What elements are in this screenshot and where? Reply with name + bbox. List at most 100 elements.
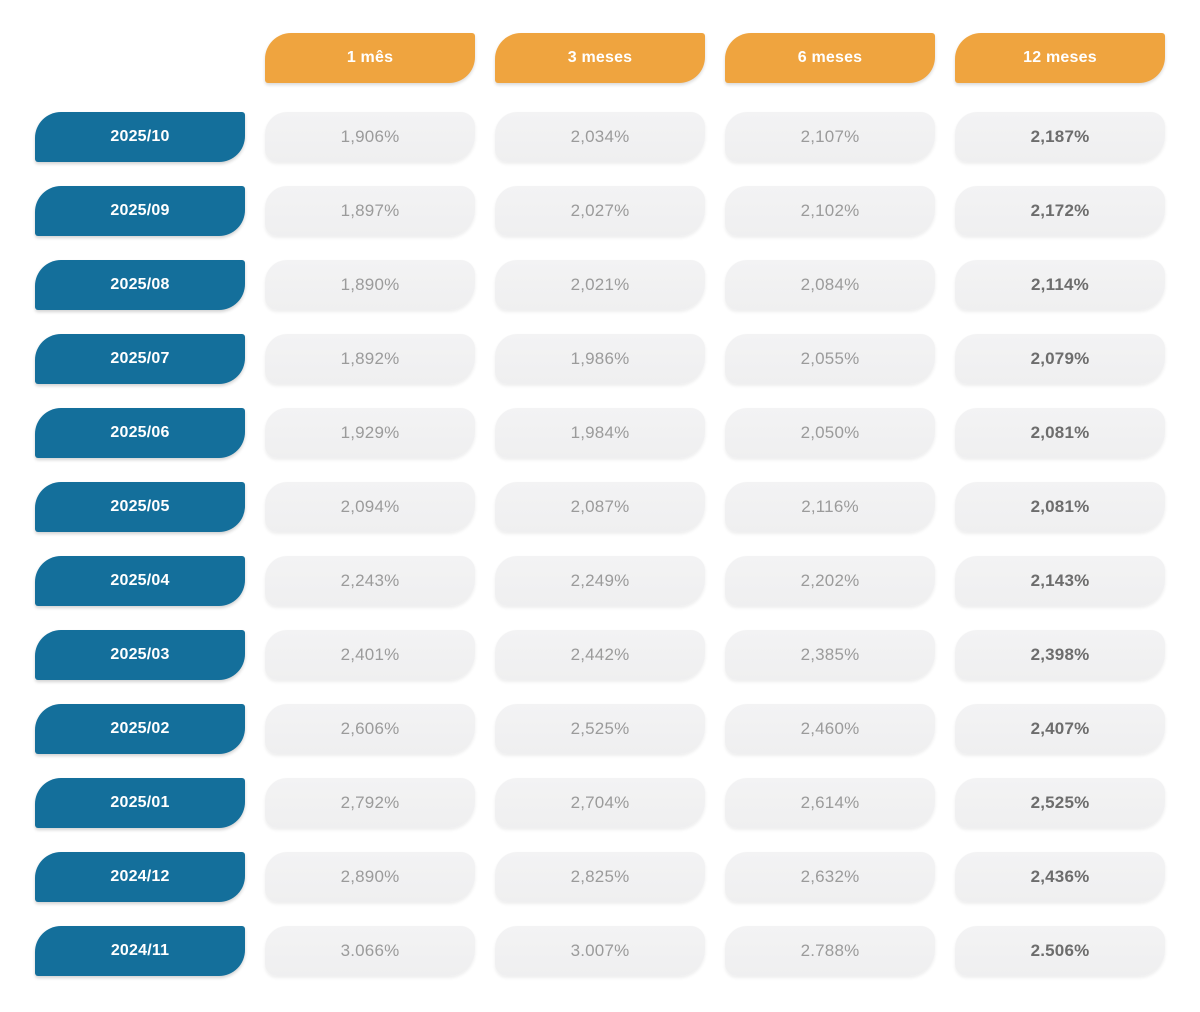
value-cell: 2,107% — [725, 112, 935, 162]
column-header-pill: 6 meses — [725, 33, 935, 83]
value-label: 2,398% — [1030, 645, 1090, 664]
value-label: 2,027% — [570, 201, 630, 220]
value-label: 2,460% — [800, 719, 860, 738]
value-cell: 2,021% — [495, 260, 705, 310]
value-cell: 2,172% — [955, 186, 1165, 236]
value-label: 2,021% — [570, 275, 630, 294]
value-label: 1,890% — [340, 275, 400, 294]
period-pill: 2025/01 — [35, 778, 245, 828]
period-pill: 2025/03 — [35, 630, 245, 680]
value-label: 2,385% — [800, 645, 860, 664]
value-label: 2,525% — [570, 719, 630, 738]
corner-spacer — [35, 33, 245, 83]
value-label: 2.788% — [800, 941, 860, 960]
period-label: 2025/10 — [110, 128, 170, 145]
value-label: 2.506% — [1030, 941, 1090, 960]
column-header-label: 6 meses — [797, 49, 863, 66]
value-label: 2,525% — [1030, 793, 1090, 812]
value-cell: 2,401% — [265, 630, 475, 680]
value-label: 2,107% — [800, 127, 860, 146]
period-pill: 2025/08 — [35, 260, 245, 310]
value-label: 2,825% — [570, 867, 630, 886]
value-cell: 2,525% — [955, 778, 1165, 828]
value-label: 2,081% — [1030, 497, 1090, 516]
value-cell: 2,614% — [725, 778, 935, 828]
value-cell: 1,984% — [495, 408, 705, 458]
value-label: 2,143% — [1030, 571, 1090, 590]
value-cell: 2,102% — [725, 186, 935, 236]
period-label: 2024/12 — [110, 868, 170, 885]
value-label: 1,892% — [340, 349, 400, 368]
value-cell: 1,897% — [265, 186, 475, 236]
value-cell: 2,460% — [725, 704, 935, 754]
value-label: 2,034% — [570, 127, 630, 146]
value-label: 2,116% — [801, 497, 859, 516]
value-label: 2,792% — [340, 793, 400, 812]
column-header-label: 1 mês — [346, 49, 394, 66]
value-cell: 2,034% — [495, 112, 705, 162]
value-cell: 2,606% — [265, 704, 475, 754]
value-label: 2,606% — [340, 719, 400, 738]
value-cell: 2,094% — [265, 482, 475, 532]
value-cell: 2,825% — [495, 852, 705, 902]
value-cell: 2,081% — [955, 482, 1165, 532]
value-label: 3.066% — [340, 941, 400, 960]
period-label: 2025/03 — [110, 646, 170, 663]
period-label: 2025/04 — [110, 572, 170, 589]
value-cell: 2,442% — [495, 630, 705, 680]
value-cell: 3.007% — [495, 926, 705, 976]
value-cell: 2,084% — [725, 260, 935, 310]
column-header-label: 3 meses — [567, 49, 633, 66]
value-label: 2,632% — [800, 867, 860, 886]
period-pill: 2025/06 — [35, 408, 245, 458]
period-pill: 2024/11 — [35, 926, 245, 976]
value-label: 2,249% — [570, 571, 630, 590]
period-pill: 2025/07 — [35, 334, 245, 384]
period-label: 2025/06 — [110, 424, 170, 441]
value-label: 2,442% — [570, 645, 630, 664]
value-cell: 2,202% — [725, 556, 935, 606]
value-label: 2,087% — [570, 497, 630, 516]
value-cell: 2,249% — [495, 556, 705, 606]
column-header-pill: 3 meses — [495, 33, 705, 83]
value-cell: 2,525% — [495, 704, 705, 754]
value-cell: 2.506% — [955, 926, 1165, 976]
value-cell: 2,407% — [955, 704, 1165, 754]
period-pill: 2025/02 — [35, 704, 245, 754]
value-label: 1,986% — [570, 349, 630, 368]
value-label: 1,984% — [570, 423, 630, 442]
value-cell: 2,143% — [955, 556, 1165, 606]
value-label: 2,084% — [800, 275, 860, 294]
value-cell: 2,890% — [265, 852, 475, 902]
value-cell: 2.788% — [725, 926, 935, 976]
period-pill: 2025/04 — [35, 556, 245, 606]
value-label: 2,890% — [340, 867, 400, 886]
period-label: 2025/09 — [110, 202, 170, 219]
value-label: 2,202% — [800, 571, 860, 590]
value-cell: 1,929% — [265, 408, 475, 458]
value-cell: 2,704% — [495, 778, 705, 828]
value-cell: 2,792% — [265, 778, 475, 828]
period-label: 2024/11 — [110, 942, 170, 959]
period-label: 2025/02 — [110, 720, 170, 737]
value-cell: 2,398% — [955, 630, 1165, 680]
value-cell: 3.066% — [265, 926, 475, 976]
value-cell: 2,243% — [265, 556, 475, 606]
period-pill: 2025/10 — [35, 112, 245, 162]
value-label: 2,172% — [1030, 201, 1090, 220]
value-label: 2,094% — [340, 497, 400, 516]
value-label: 2,102% — [800, 201, 860, 220]
period-pill: 2025/09 — [35, 186, 245, 236]
period-pill: 2024/12 — [35, 852, 245, 902]
value-label: 1,897% — [340, 201, 400, 220]
column-header-pill: 1 mês — [265, 33, 475, 83]
value-cell: 1,892% — [265, 334, 475, 384]
period-label: 2025/08 — [110, 276, 170, 293]
value-label: 2,114% — [1031, 275, 1089, 294]
value-label: 2,614% — [800, 793, 860, 812]
value-cell: 2,027% — [495, 186, 705, 236]
value-cell: 1,906% — [265, 112, 475, 162]
value-label: 2,055% — [800, 349, 860, 368]
period-label: 2025/01 — [110, 794, 170, 811]
value-label: 2,079% — [1030, 349, 1090, 368]
